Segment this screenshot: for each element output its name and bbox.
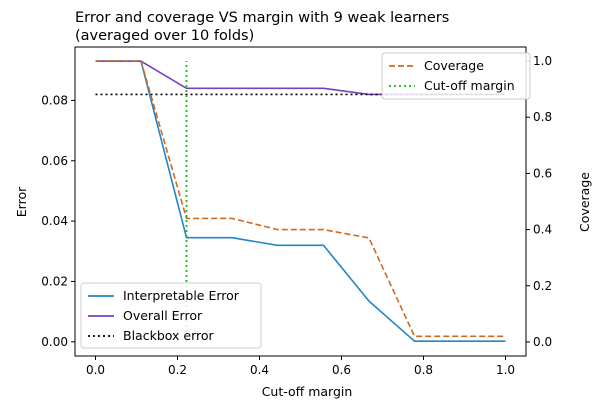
chart-title-line-2: (averaged over 10 folds) xyxy=(75,28,254,44)
legend-label-overall-error: Overall Error xyxy=(123,308,203,323)
y-left-tick-label: 0.00 xyxy=(41,335,68,349)
series-interpretable-error-line xyxy=(95,60,506,343)
y-right-tick-label: 0.0 xyxy=(533,335,552,349)
legend-frame xyxy=(80,282,262,349)
x-tick-label: 1.0 xyxy=(496,363,515,377)
legend-frame xyxy=(381,52,531,100)
x-tick-label: 0.6 xyxy=(332,363,351,377)
x-tick-label: 0.8 xyxy=(414,363,433,377)
axes-layer: 0.0 0.2 0.4 0.6 0.8 1.0 0.00 0.02 0.04 0.06 0.08 0.… xyxy=(41,54,552,377)
x-axis-title: Cut-off margin xyxy=(262,384,353,399)
legend-label-interpretable-error: Interpretable Error xyxy=(123,288,240,303)
legend-lower-left: Interpretable Error Overall Error Blackbox… xyxy=(80,282,262,349)
y-right-tick-label: 1.0 xyxy=(533,54,552,68)
y-left-tick-label: 0.02 xyxy=(41,274,68,288)
y-right-tick-label: 0.4 xyxy=(533,223,552,237)
x-tick-label: 0.0 xyxy=(86,363,105,377)
y-axis-left-title: Error xyxy=(14,186,29,217)
y-right-tick-label: 0.2 xyxy=(533,279,552,293)
y-axis-right-title: Coverage xyxy=(577,172,592,232)
plot-area-frame xyxy=(74,46,527,357)
x-tick-label: 0.2 xyxy=(168,363,187,377)
legend-label-cut-off-margin: Cut-off margin xyxy=(424,78,515,93)
legend-label-coverage: Coverage xyxy=(424,58,484,73)
chart-title-line-1: Error and coverage VS margin with 9 weak… xyxy=(75,10,449,26)
series-coverage-line xyxy=(95,60,506,338)
legend-upper-right: Coverage Cut-off margin xyxy=(381,52,531,100)
y-right-tick-label: 0.6 xyxy=(533,166,552,180)
y-left-tick-label: 0.06 xyxy=(41,154,68,168)
x-tick-label: 0.4 xyxy=(250,363,269,377)
y-left-tick-label: 0.08 xyxy=(41,93,68,107)
legend-label-blackbox-error: Blackbox error xyxy=(123,328,215,343)
y-right-tick-label: 0.8 xyxy=(533,110,552,124)
y-left-tick-label: 0.04 xyxy=(41,214,68,228)
